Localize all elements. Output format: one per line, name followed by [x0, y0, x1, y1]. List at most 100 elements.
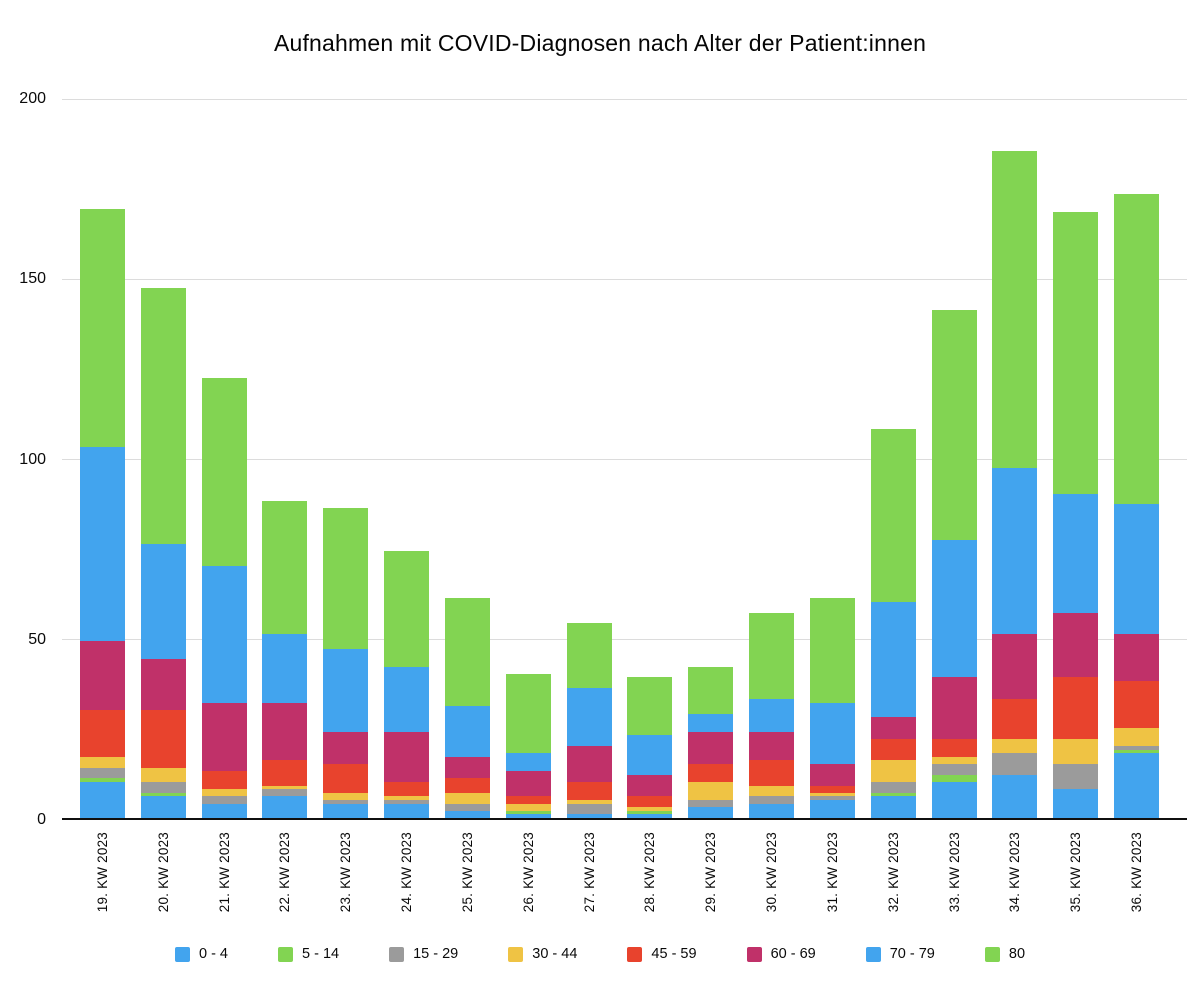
- bar-segment-age-80: [688, 666, 734, 714]
- x-tick-column: 31. KW 2023: [802, 832, 863, 934]
- x-tick-column: 26. KW 2023: [498, 832, 559, 934]
- x-tick-label-28-kw: 28. KW 2023: [642, 832, 658, 913]
- x-tick-label-19-kw: 19. KW 2023: [94, 832, 110, 913]
- stacked-bar: [384, 551, 430, 818]
- bar-segment-age-60-69: [1053, 612, 1099, 678]
- bar-column-36-kw: [1106, 194, 1167, 818]
- legend-item-age-15-29: 15 - 29: [389, 946, 458, 962]
- bar-segment-age-45-59: [992, 699, 1038, 739]
- bar-segment-age-45-59: [1053, 677, 1099, 739]
- bar-segment-age-5-14: [140, 792, 186, 797]
- legend-swatch-icon: [746, 946, 762, 962]
- legend-swatch-icon: [865, 946, 881, 962]
- plot-area: [62, 98, 1187, 820]
- x-tick-column: 34. KW 2023: [984, 832, 1045, 934]
- bar-segment-age-60-69: [870, 717, 916, 739]
- bar-column-24-kw: [376, 551, 437, 818]
- legend-swatch-icon: [508, 946, 524, 962]
- bar-segment-age-30-44: [992, 738, 1038, 754]
- stacked-bar: [992, 151, 1038, 818]
- stacked-bar: [1113, 194, 1159, 818]
- bar-segment-age-70-79: [323, 648, 369, 732]
- bar-segment-age-60-69: [201, 702, 247, 772]
- bar-segment-age-70-79: [1053, 493, 1099, 613]
- bar-segment-age-30-44: [627, 807, 673, 811]
- bar-segment-age-30-44: [870, 760, 916, 782]
- bar-segment-age-30-44: [505, 803, 551, 811]
- legend-item-age-0-4: 0 - 4: [174, 946, 228, 962]
- legend-swatch-icon: [389, 946, 405, 962]
- gridline-50: [62, 639, 1187, 641]
- bar-segment-age-45-59: [79, 709, 125, 757]
- x-tick-label-35-kw: 35. KW 2023: [1068, 832, 1084, 913]
- bar-segment-age-45-59: [566, 781, 612, 800]
- bar-segment-age-80: [809, 598, 855, 703]
- bar-column-22-kw: [254, 500, 315, 818]
- bar-segment-age-60-69: [444, 756, 490, 779]
- legend-item-age-70-79: 70 - 79: [865, 946, 935, 962]
- bar-segment-age-80: [505, 673, 551, 754]
- bar-segment-age-80: [323, 508, 369, 649]
- bar-segment-age-45-59: [931, 738, 977, 757]
- bar-segment-age-60-69: [79, 641, 125, 710]
- legend-label: 70 - 79: [889, 946, 935, 962]
- bar-segment-age-0-4: [1053, 789, 1099, 818]
- bar-segment-age-60-69: [262, 702, 308, 761]
- legend-label: 80: [1008, 946, 1026, 962]
- x-tick-column: 27. KW 2023: [559, 832, 620, 934]
- bar-segment-age-60-69: [992, 634, 1038, 700]
- bar-segment-age-80: [1053, 212, 1099, 494]
- bar-segment-age-0-4: [688, 807, 734, 818]
- bar-segment-age-5-14: [1113, 749, 1159, 754]
- x-tick-label-33-kw: 33. KW 2023: [946, 832, 962, 913]
- bar-segment-age-80: [627, 677, 673, 736]
- bar-segment-age-70-79: [140, 544, 186, 660]
- bar-segment-age-70-79: [688, 713, 734, 732]
- bar-column-27-kw: [559, 623, 620, 818]
- bar-segment-age-5-14: [870, 792, 916, 797]
- bar-segment-age-45-59: [323, 763, 369, 793]
- bar-segment-age-45-59: [262, 760, 308, 786]
- stacked-bar: [444, 598, 490, 818]
- bar-segment-age-30-44: [566, 800, 612, 804]
- y-tick-label-200: 200: [19, 90, 46, 107]
- x-tick-column: 20. KW 2023: [133, 832, 194, 934]
- bar-segment-age-5-14: [627, 810, 673, 815]
- bar-column-26-kw: [498, 673, 559, 818]
- bar-segment-age-45-59: [1113, 681, 1159, 728]
- stacked-bar: [79, 208, 125, 818]
- x-tick-label-20-kw: 20. KW 2023: [155, 832, 171, 913]
- bar-segment-age-30-44: [140, 767, 186, 782]
- bar-segment-age-0-4: [323, 803, 369, 818]
- x-tick-column: 24. KW 2023: [376, 832, 437, 934]
- x-tick-label-24-kw: 24. KW 2023: [399, 832, 415, 913]
- bar-column-29-kw: [680, 666, 741, 818]
- x-tick-column: 22. KW 2023: [254, 832, 315, 934]
- bar-segment-age-30-44: [201, 789, 247, 797]
- bar-segment-age-70-79: [566, 688, 612, 746]
- legend-swatch-icon: [627, 946, 643, 962]
- x-axis-line: [62, 818, 1187, 820]
- bar-segment-age-80: [262, 500, 308, 635]
- stacked-bar: [870, 428, 916, 818]
- legend-item-age-30-44: 30 - 44: [508, 946, 577, 962]
- bar-segment-age-60-69: [627, 774, 673, 797]
- bar-segment-age-45-59: [140, 709, 186, 768]
- x-tick-column: 19. KW 2023: [72, 832, 133, 934]
- x-tick-label-29-kw: 29. KW 2023: [703, 832, 719, 913]
- bar-segment-age-45-59: [384, 782, 430, 797]
- bar-segment-age-60-69: [323, 731, 369, 764]
- bar-segment-age-0-4: [809, 799, 855, 818]
- bar-segment-age-80: [201, 378, 247, 566]
- stacked-bar: [140, 288, 186, 818]
- stacked-bar: [809, 598, 855, 818]
- bar-segment-age-80: [749, 612, 795, 700]
- legend-swatch-icon: [278, 946, 293, 962]
- bar-segment-age-45-59: [749, 760, 795, 786]
- gridline-200: [62, 98, 1187, 100]
- bar-segment-age-70-79: [931, 540, 977, 678]
- x-tick-column: 28. KW 2023: [619, 832, 680, 934]
- x-tick-column: 23. KW 2023: [315, 832, 376, 934]
- stacked-bar: [1053, 212, 1099, 818]
